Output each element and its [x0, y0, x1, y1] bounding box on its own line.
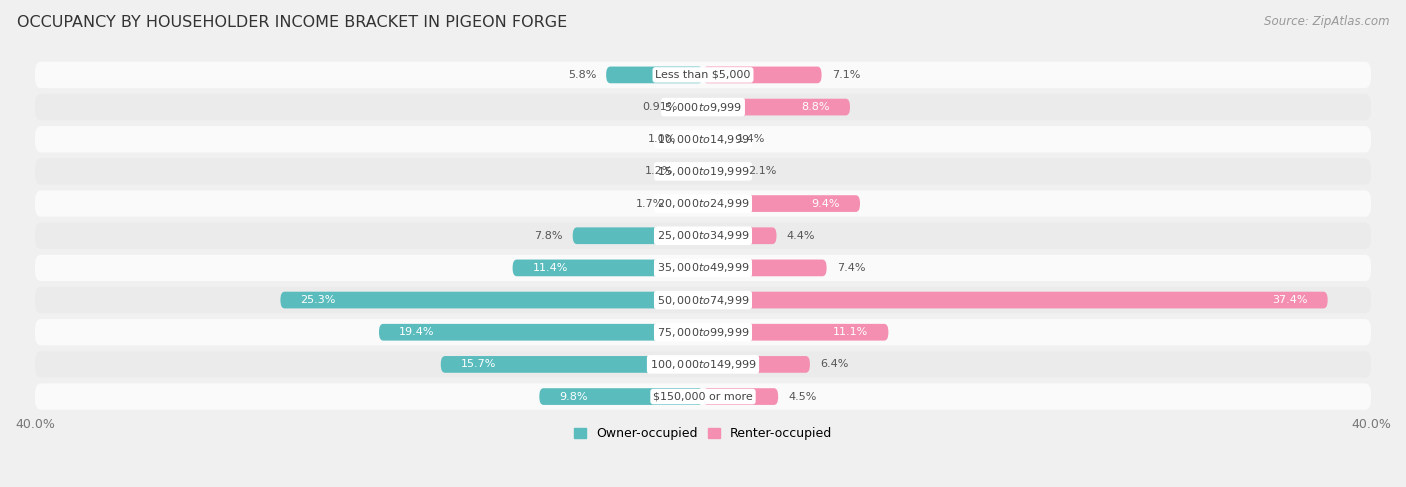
Text: 9.8%: 9.8% [560, 392, 588, 402]
FancyBboxPatch shape [606, 67, 703, 83]
Text: $25,000 to $34,999: $25,000 to $34,999 [657, 229, 749, 242]
FancyBboxPatch shape [572, 227, 703, 244]
FancyBboxPatch shape [703, 131, 727, 148]
FancyBboxPatch shape [35, 351, 1371, 377]
Text: $100,000 to $149,999: $100,000 to $149,999 [650, 358, 756, 371]
Text: 4.5%: 4.5% [789, 392, 817, 402]
Legend: Owner-occupied, Renter-occupied: Owner-occupied, Renter-occupied [568, 422, 838, 445]
Text: 1.4%: 1.4% [737, 134, 765, 144]
Text: OCCUPANCY BY HOUSEHOLDER INCOME BRACKET IN PIGEON FORGE: OCCUPANCY BY HOUSEHOLDER INCOME BRACKET … [17, 15, 567, 30]
FancyBboxPatch shape [703, 163, 738, 180]
Text: Less than $5,000: Less than $5,000 [655, 70, 751, 80]
Text: 11.4%: 11.4% [533, 263, 568, 273]
Text: $20,000 to $24,999: $20,000 to $24,999 [657, 197, 749, 210]
Text: 25.3%: 25.3% [301, 295, 336, 305]
Text: 1.7%: 1.7% [636, 199, 665, 208]
FancyBboxPatch shape [380, 324, 703, 340]
FancyBboxPatch shape [703, 356, 810, 373]
Text: $50,000 to $74,999: $50,000 to $74,999 [657, 294, 749, 307]
Text: 7.1%: 7.1% [831, 70, 860, 80]
FancyBboxPatch shape [688, 99, 703, 115]
FancyBboxPatch shape [35, 62, 1371, 88]
Text: 9.4%: 9.4% [811, 199, 839, 208]
Text: 6.4%: 6.4% [820, 359, 848, 370]
Text: Source: ZipAtlas.com: Source: ZipAtlas.com [1264, 15, 1389, 28]
Text: 7.4%: 7.4% [837, 263, 865, 273]
FancyBboxPatch shape [35, 126, 1371, 152]
Text: 1.2%: 1.2% [644, 167, 673, 176]
FancyBboxPatch shape [35, 94, 1371, 120]
FancyBboxPatch shape [675, 195, 703, 212]
FancyBboxPatch shape [35, 287, 1371, 313]
FancyBboxPatch shape [703, 324, 889, 340]
FancyBboxPatch shape [703, 195, 860, 212]
FancyBboxPatch shape [513, 260, 703, 276]
Text: $15,000 to $19,999: $15,000 to $19,999 [657, 165, 749, 178]
Text: 8.8%: 8.8% [801, 102, 830, 112]
FancyBboxPatch shape [703, 388, 778, 405]
Text: $5,000 to $9,999: $5,000 to $9,999 [664, 101, 742, 113]
Text: 1.0%: 1.0% [648, 134, 676, 144]
FancyBboxPatch shape [280, 292, 703, 308]
Text: $35,000 to $49,999: $35,000 to $49,999 [657, 262, 749, 274]
Text: 2.1%: 2.1% [748, 167, 776, 176]
Text: 7.8%: 7.8% [534, 231, 562, 241]
Text: 15.7%: 15.7% [461, 359, 496, 370]
FancyBboxPatch shape [35, 255, 1371, 281]
FancyBboxPatch shape [35, 158, 1371, 185]
FancyBboxPatch shape [441, 356, 703, 373]
FancyBboxPatch shape [35, 223, 1371, 249]
Text: 19.4%: 19.4% [399, 327, 434, 337]
FancyBboxPatch shape [703, 292, 1327, 308]
Text: 37.4%: 37.4% [1272, 295, 1308, 305]
FancyBboxPatch shape [683, 163, 703, 180]
Text: 5.8%: 5.8% [568, 70, 596, 80]
Text: $75,000 to $99,999: $75,000 to $99,999 [657, 326, 749, 339]
FancyBboxPatch shape [686, 131, 703, 148]
FancyBboxPatch shape [703, 67, 821, 83]
Text: 0.91%: 0.91% [643, 102, 678, 112]
Text: 4.4%: 4.4% [786, 231, 815, 241]
FancyBboxPatch shape [703, 227, 776, 244]
Text: 11.1%: 11.1% [834, 327, 869, 337]
Text: $150,000 or more: $150,000 or more [654, 392, 752, 402]
FancyBboxPatch shape [35, 190, 1371, 217]
FancyBboxPatch shape [703, 260, 827, 276]
FancyBboxPatch shape [703, 99, 851, 115]
Text: $10,000 to $14,999: $10,000 to $14,999 [657, 133, 749, 146]
FancyBboxPatch shape [35, 383, 1371, 410]
FancyBboxPatch shape [35, 319, 1371, 345]
FancyBboxPatch shape [540, 388, 703, 405]
